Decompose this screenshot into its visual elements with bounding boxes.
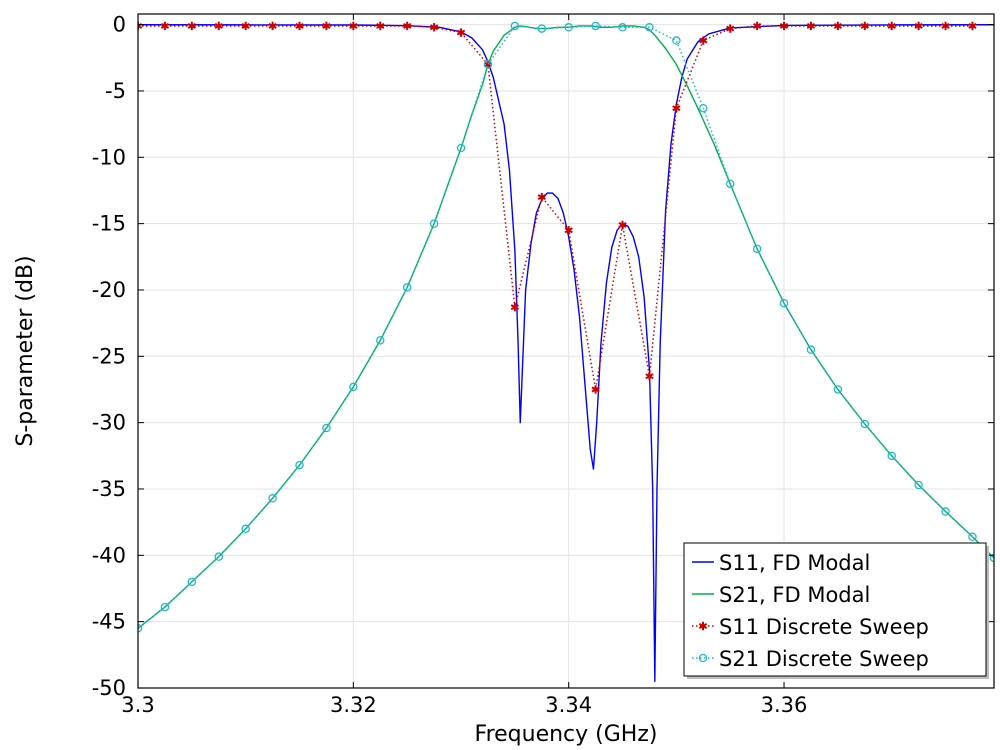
series-4-point bbox=[968, 532, 977, 541]
series-4-point bbox=[349, 382, 358, 392]
series-4-point bbox=[214, 552, 224, 561]
legend: S11, FD Modal S21, FD Modal S11 Discrete S… bbox=[683, 542, 989, 679]
series-4-point bbox=[564, 23, 573, 32]
series-3-point bbox=[510, 303, 520, 312]
series-4-point bbox=[989, 553, 994, 563]
series-3-point bbox=[779, 21, 789, 31]
series-4-point bbox=[160, 602, 170, 612]
series-3-point bbox=[645, 372, 654, 381]
x-tick-label: 3.32 bbox=[330, 693, 377, 717]
series-4-point bbox=[322, 423, 331, 433]
series-3-point bbox=[214, 21, 223, 31]
x-tick-label: 3.34 bbox=[545, 693, 592, 717]
y-tick-label: -30 bbox=[92, 411, 126, 435]
series-4-point bbox=[591, 21, 600, 31]
series-3-point bbox=[322, 21, 331, 31]
x-axis-label: Frequency (GHz) bbox=[475, 722, 658, 747]
legend-entry-3: S11 Discrete Sweep bbox=[719, 615, 929, 639]
y-tick-label: -15 bbox=[92, 212, 126, 236]
series-4-point bbox=[914, 480, 923, 490]
series-4-point bbox=[241, 524, 250, 534]
series-3-point bbox=[752, 21, 762, 31]
series-4-point bbox=[376, 336, 385, 345]
legend-marker bbox=[698, 621, 708, 631]
x-tick-label: 3.36 bbox=[761, 693, 808, 717]
y-tick-label: 0 bbox=[113, 13, 126, 37]
series-3-point bbox=[941, 21, 950, 31]
series-4-point bbox=[941, 507, 950, 516]
y-tick-label: -20 bbox=[92, 278, 126, 302]
y-tick-label: -50 bbox=[92, 676, 126, 700]
series-line-1 bbox=[138, 24, 994, 683]
legend-entry-1: S11, FD Modal bbox=[719, 551, 870, 575]
series-4-point bbox=[537, 24, 547, 33]
series-3-point bbox=[187, 21, 196, 31]
series-3-point bbox=[726, 24, 735, 33]
legend-entry-4: S21 Discrete Sweep bbox=[719, 647, 929, 671]
series-3-point bbox=[564, 226, 573, 235]
series-4-point bbox=[699, 103, 708, 113]
series-3-point bbox=[699, 36, 708, 45]
series-4-point bbox=[833, 385, 843, 394]
series-4-point bbox=[645, 23, 654, 32]
series-4-point bbox=[806, 345, 816, 354]
y-tick-label: -5 bbox=[105, 79, 126, 103]
y-tick-label: -40 bbox=[92, 543, 126, 567]
y-tick-label: -25 bbox=[92, 344, 126, 368]
y-tick-label: -35 bbox=[92, 477, 126, 501]
series-4-point bbox=[295, 460, 304, 470]
legend-box bbox=[683, 542, 987, 677]
series-3-point bbox=[268, 21, 277, 31]
series-line-3 bbox=[138, 25, 973, 391]
series-4-point bbox=[483, 60, 493, 69]
series-3-point bbox=[833, 21, 843, 31]
series-3-point bbox=[456, 28, 466, 37]
series-3-point bbox=[349, 21, 358, 31]
series-3-point bbox=[376, 21, 385, 31]
series-3-point bbox=[160, 21, 170, 31]
series-3-point bbox=[914, 21, 923, 31]
series-3-point bbox=[403, 21, 412, 31]
series-3-point bbox=[295, 21, 304, 31]
series-3-point bbox=[860, 21, 869, 31]
series-3-point bbox=[241, 21, 250, 31]
series-4-point bbox=[402, 283, 412, 292]
series-3-point bbox=[887, 21, 896, 31]
series-3-point bbox=[483, 60, 493, 69]
series-3-point bbox=[806, 21, 816, 31]
y-tick-label: -45 bbox=[92, 610, 126, 634]
series-4-point bbox=[618, 23, 627, 32]
series-4-point bbox=[887, 451, 896, 461]
plot-series bbox=[138, 21, 994, 683]
series-4-point bbox=[187, 577, 197, 587]
series-3-point bbox=[591, 385, 600, 394]
series-4-point bbox=[672, 36, 681, 45]
plot-frame bbox=[137, 13, 995, 689]
series-4-point bbox=[268, 494, 277, 503]
x-tick-label: 3.3 bbox=[121, 693, 154, 717]
series-4-point bbox=[429, 219, 439, 228]
series-3-point bbox=[429, 23, 439, 32]
series-4-point bbox=[779, 298, 789, 308]
legend-marker bbox=[698, 653, 708, 663]
series-3-point bbox=[968, 21, 977, 31]
series-3-point bbox=[618, 220, 627, 230]
y-tick-label: -10 bbox=[92, 145, 126, 169]
legend-entry-2: S21, FD Modal bbox=[719, 583, 870, 607]
series-4-point bbox=[138, 624, 143, 633]
series-3-point bbox=[672, 104, 681, 113]
series-4-point bbox=[725, 179, 735, 189]
series-3-point bbox=[537, 192, 546, 202]
series-4-point bbox=[752, 244, 762, 254]
y-axis-label: S-parameter (dB) bbox=[13, 255, 38, 446]
axis-ticks: 3.3 3.32 3.34 3.36 0 -5 -10 -15 -20 -25 -30 -35 -40 -… bbox=[92, 13, 994, 717]
series-4-point bbox=[860, 419, 870, 429]
series-4-point bbox=[510, 21, 520, 31]
series-4-point bbox=[456, 143, 466, 153]
series-line-4 bbox=[138, 25, 994, 629]
series-line-2 bbox=[138, 25, 994, 629]
